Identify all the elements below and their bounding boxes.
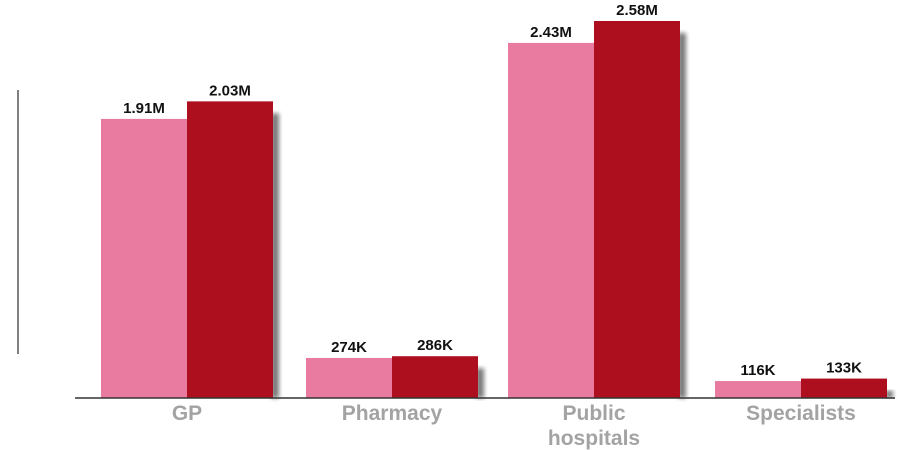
bar-shadow — [885, 390, 893, 398]
bars-group — [101, 21, 887, 398]
bar-shadows — [271, 33, 893, 398]
category-label: Public hospitals — [548, 402, 640, 450]
bar — [594, 21, 680, 398]
category-label: Specialists — [746, 402, 856, 425]
bar-value-label: 2.43M — [530, 24, 572, 41]
value-labels-group: 1.91M 2.03M 274K 286K 2.43M 2.58M 116K 133K — [123, 2, 862, 379]
bar-value-label: 1.91M — [123, 100, 165, 117]
bar — [101, 118, 187, 398]
bar — [715, 381, 801, 398]
bar-value-label: 2.03M — [209, 82, 251, 99]
category-labels-group: GP Pharmacy Public hospitals Specialists — [172, 402, 856, 450]
bar — [508, 42, 594, 398]
bar-shadow — [476, 368, 484, 398]
bar — [187, 101, 273, 398]
bar — [392, 356, 478, 398]
bar-value-label: 286K — [417, 337, 453, 354]
bar-value-label: 2.58M — [616, 2, 658, 19]
bar-value-label: 274K — [331, 339, 367, 356]
bar-shadow — [678, 33, 686, 398]
bar-value-label: 133K — [826, 360, 862, 377]
bar — [801, 378, 887, 398]
bar-value-label: 116K — [740, 362, 775, 379]
bar — [306, 357, 392, 398]
category-label: GP — [172, 402, 202, 425]
category-label: Pharmacy — [342, 402, 443, 425]
bar-shadow — [271, 113, 279, 398]
